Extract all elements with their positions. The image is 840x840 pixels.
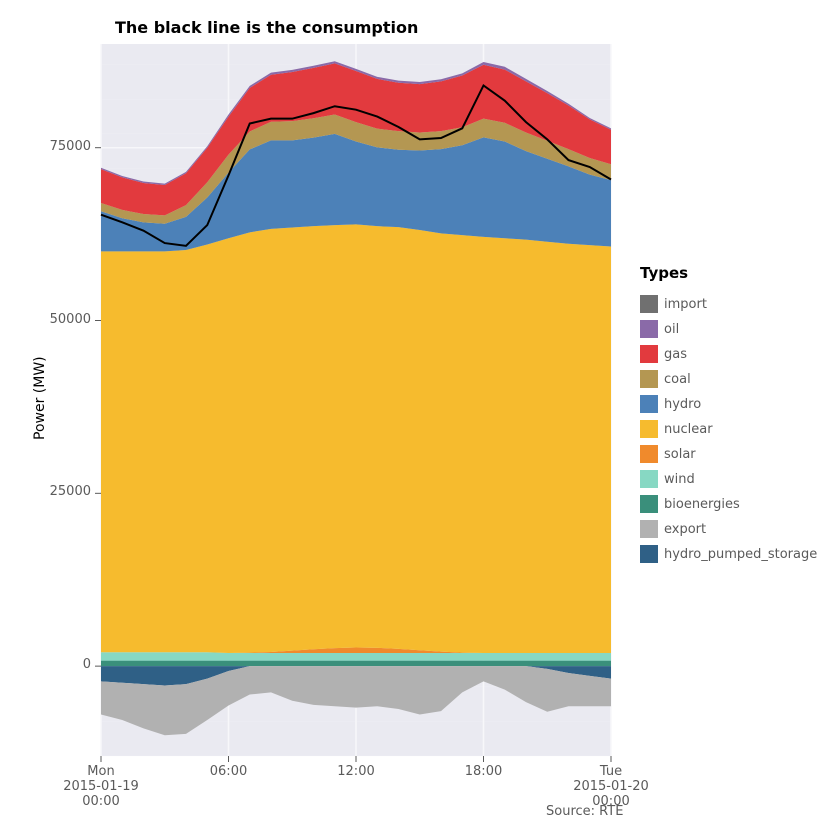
- legend-title: Types: [640, 264, 688, 282]
- legend-swatch: [640, 470, 658, 488]
- area-bioenergies: [101, 661, 611, 667]
- x-tick-label: Tue 2015-01-20 00:00: [556, 764, 666, 809]
- legend: import oil gas coal hydro nuclear solar wind bio…: [640, 294, 840, 569]
- y-tick-label: 0: [39, 657, 91, 672]
- legend-label: import: [664, 297, 707, 312]
- area-nuclear: [101, 224, 611, 653]
- source-caption: Source: RTE: [546, 804, 623, 819]
- legend-item-bioenergies: bioenergies: [640, 494, 840, 514]
- chart-title: The black line is the consumption: [115, 18, 418, 37]
- legend-label: hydro: [664, 397, 701, 412]
- legend-swatch: [640, 495, 658, 513]
- x-tick-label: Mon 2015-01-19 00:00: [46, 764, 156, 809]
- legend-item-import: import: [640, 294, 840, 314]
- legend-item-hydro: hydro: [640, 394, 840, 414]
- legend-label: nuclear: [664, 422, 713, 437]
- legend-label: export: [664, 522, 706, 537]
- legend-label: bioenergies: [664, 497, 740, 512]
- legend-label: gas: [664, 347, 687, 362]
- legend-swatch: [640, 395, 658, 413]
- legend-label: hydro_pumped_storage: [664, 547, 817, 562]
- legend-swatch: [640, 520, 658, 538]
- y-axis-label: Power (MW): [32, 356, 48, 440]
- legend-swatch: [640, 295, 658, 313]
- legend-item-wind: wind: [640, 469, 840, 489]
- legend-item-coal: coal: [640, 369, 840, 389]
- legend-swatch: [640, 320, 658, 338]
- x-tick-label: 06:00: [174, 764, 284, 779]
- area-wind: [101, 652, 611, 660]
- y-tick-label: 25000: [39, 484, 91, 499]
- legend-item-export: export: [640, 519, 840, 539]
- legend-item-nuclear: nuclear: [640, 419, 840, 439]
- legend-item-gas: gas: [640, 344, 840, 364]
- legend-item-oil: oil: [640, 319, 840, 339]
- legend-label: coal: [664, 372, 691, 387]
- legend-swatch: [640, 420, 658, 438]
- chart-plot: [101, 44, 611, 756]
- legend-swatch: [640, 345, 658, 363]
- legend-label: wind: [664, 472, 695, 487]
- legend-swatch: [640, 445, 658, 463]
- x-tick-label: 12:00: [301, 764, 411, 779]
- y-tick-label: 75000: [39, 139, 91, 154]
- legend-item-hydro_pumped_storage: hydro_pumped_storage: [640, 544, 840, 564]
- legend-item-solar: solar: [640, 444, 840, 464]
- x-tick-label: 18:00: [429, 764, 539, 779]
- y-tick-label: 50000: [39, 312, 91, 327]
- legend-swatch: [640, 370, 658, 388]
- legend-swatch: [640, 545, 658, 563]
- legend-label: solar: [664, 447, 696, 462]
- legend-label: oil: [664, 322, 679, 337]
